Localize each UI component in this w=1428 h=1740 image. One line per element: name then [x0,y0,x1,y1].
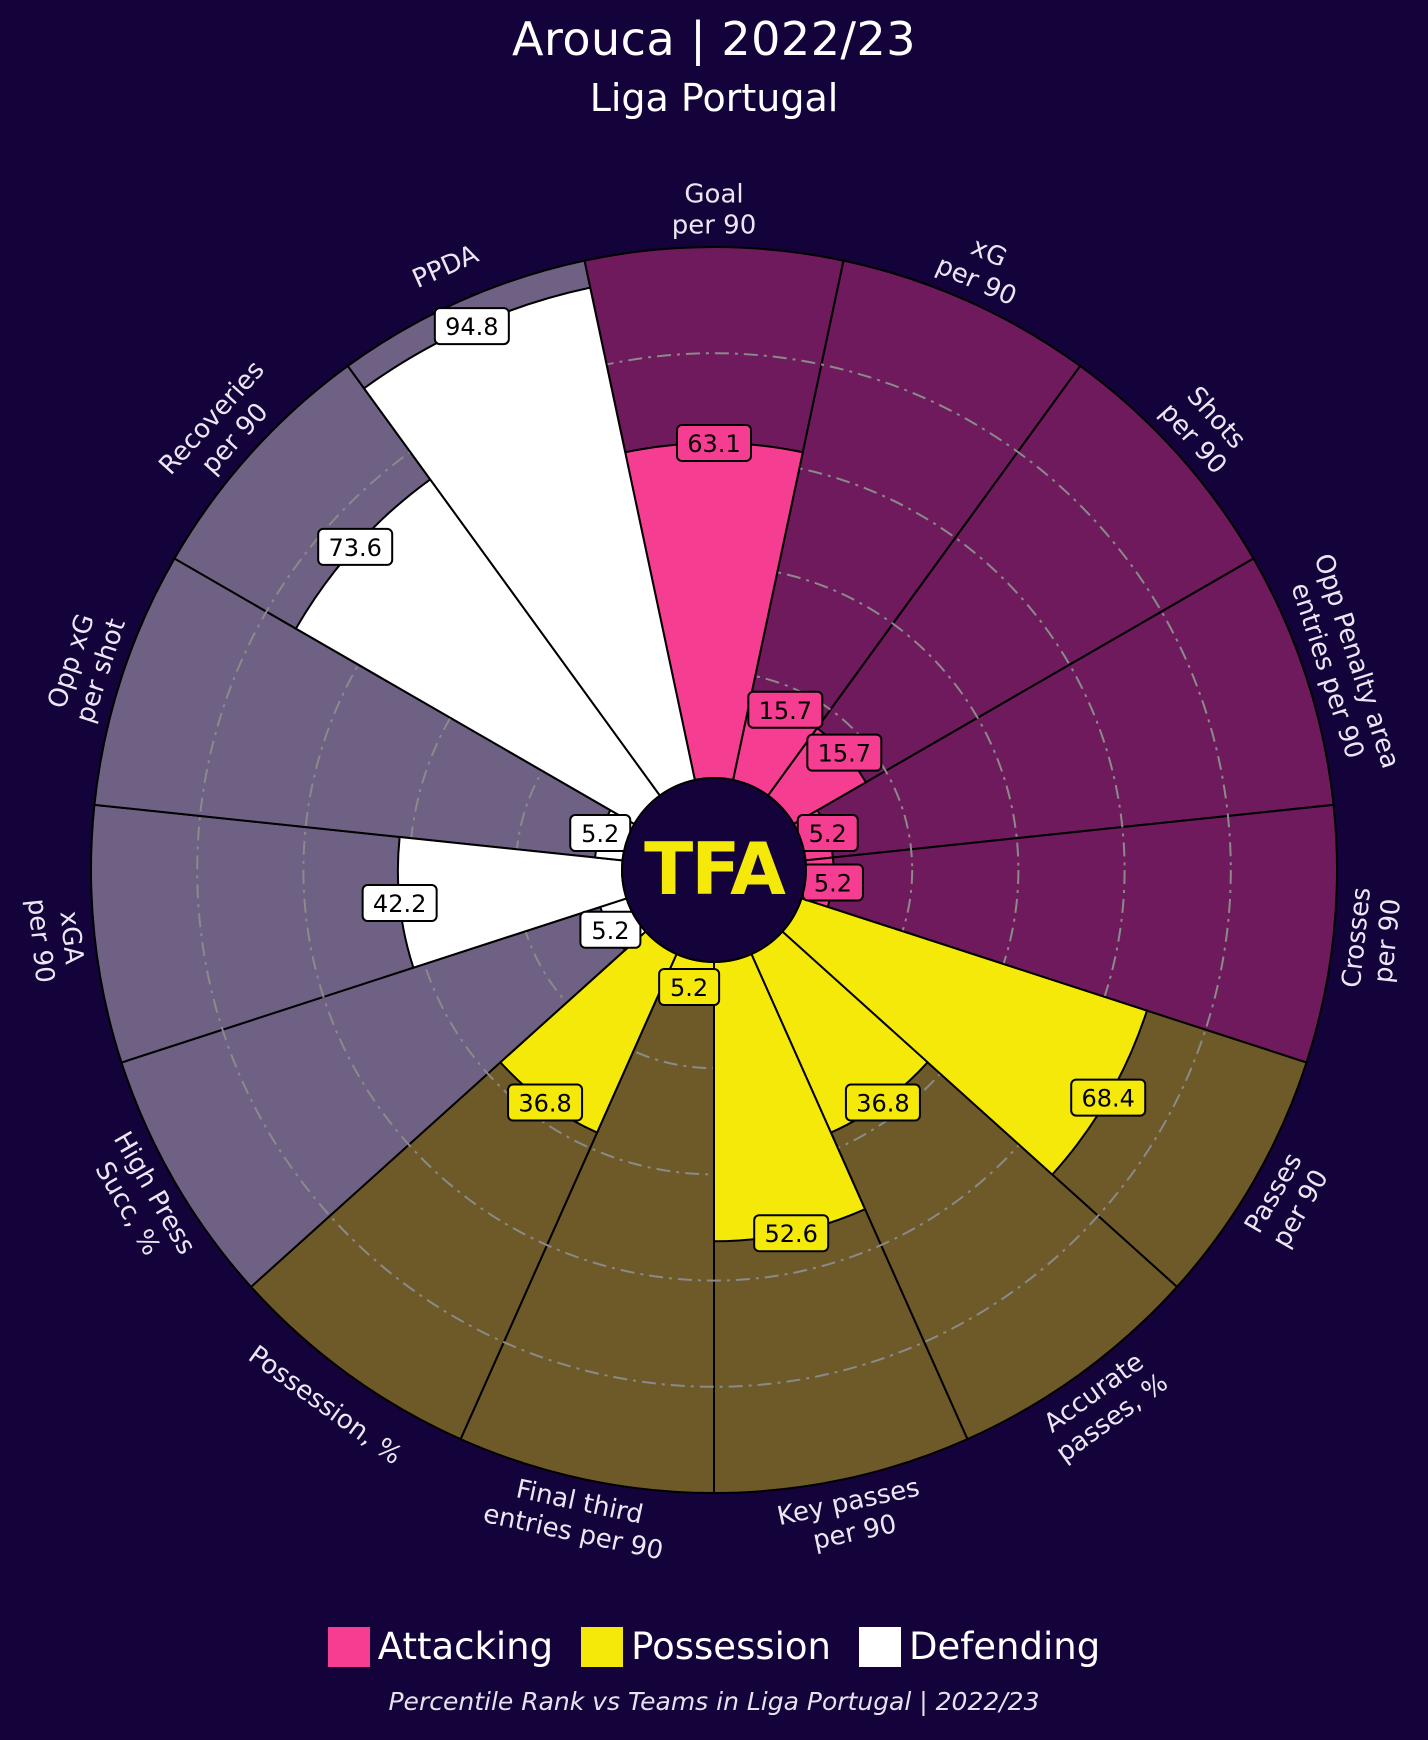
value-label-text-4: 5.2 [814,870,852,898]
chart-title: Arouca | 2022/23 [512,12,916,66]
legend-item-defending: Defending [859,1625,1100,1668]
param-label-11: xGAper 90 [21,894,91,984]
legend-label-possession: Possession [631,1625,831,1668]
value-label-text-9: 36.8 [518,1090,571,1118]
param-label-line: Goal [684,180,743,210]
value-label-10: 5.2 [579,910,642,949]
legend-label-attacking: Attacking [377,1625,554,1668]
value-label-box-2 [806,733,883,772]
value-label-5: 68.4 [1070,1078,1147,1117]
value-label-6: 36.8 [844,1083,921,1122]
param-label-14: PPDA [408,239,483,294]
footnote: Percentile Rank vs Teams in Liga Portuga… [388,1687,1040,1716]
value-label-12: 5.2 [569,814,632,853]
value-label-14: 94.8 [433,307,510,346]
value-label-1: 15.7 [747,690,824,729]
param-label-0: Goal per 90 [672,180,757,241]
value-label-box-9 [507,1083,584,1122]
value-label-text-12: 5.2 [581,820,619,848]
legend-item-attacking: Attacking [327,1625,554,1668]
param-label-line: per 90 [672,211,757,241]
value-labels: 63.1 15.715.7 5.2 5.2 68.4 36.8 52.6 5.2 36.8 5.2… [317,307,1147,1253]
value-label-3: 5.2 [796,814,859,853]
value-label-text-3: 5.2 [809,820,847,848]
tfa-logo: TFA [644,827,786,911]
value-label-0: 63.1 [676,423,752,462]
value-label-8: 5.2 [658,967,721,1006]
legend-swatch-defending [859,1626,901,1667]
chart-subtitle: Liga Portugal [589,76,839,120]
param-label-line: per 90 [21,897,60,984]
value-label-2: 15.7 [806,733,883,772]
value-label-box-10 [579,910,642,949]
legend-item-possession: Possession [581,1625,831,1668]
value-label-11: 42.2 [361,884,438,923]
param-label-4: Crossesper 90 [1337,886,1408,993]
value-label-box-1 [747,690,824,729]
value-label-box-0 [676,423,752,462]
value-label-text-7: 52.6 [764,1220,817,1248]
value-label-text-13: 73.6 [328,534,381,562]
legend: Attacking Possession Defending [0,1625,1428,1668]
value-label-text-10: 5.2 [591,917,629,945]
value-label-text-8: 5.2 [670,974,708,1002]
center-circle [621,777,807,963]
legend-swatch-possession [581,1626,624,1667]
value-label-13: 73.6 [317,527,394,566]
value-label-box-8 [658,967,721,1006]
value-label-text-6: 36.8 [856,1090,909,1118]
value-label-box-7 [753,1214,830,1253]
value-label-text-14: 94.8 [445,313,498,341]
value-label-text-1: 15.7 [759,697,812,725]
value-label-text-5: 68.4 [1081,1085,1134,1113]
param-label-line: PPDA [408,239,483,294]
value-label-text-0: 63.1 [687,430,740,458]
value-label-text-11: 42.2 [373,890,426,918]
param-label-line: xGA [53,909,88,965]
value-label-7: 52.6 [753,1214,830,1253]
value-label-box-14 [433,307,510,346]
value-label-9: 36.8 [507,1083,584,1122]
value-label-box-11 [361,884,438,923]
value-label-text-2: 15.7 [818,740,871,768]
legend-swatch-attacking [327,1626,370,1667]
value-label-4: 5.2 [801,863,864,902]
grid-ring-3 [196,352,1232,1388]
value-label-box-5 [1070,1078,1147,1117]
value-label-box-13 [317,527,394,566]
legend-label-defending: Defending [909,1625,1101,1668]
value-label-box-6 [844,1083,921,1122]
